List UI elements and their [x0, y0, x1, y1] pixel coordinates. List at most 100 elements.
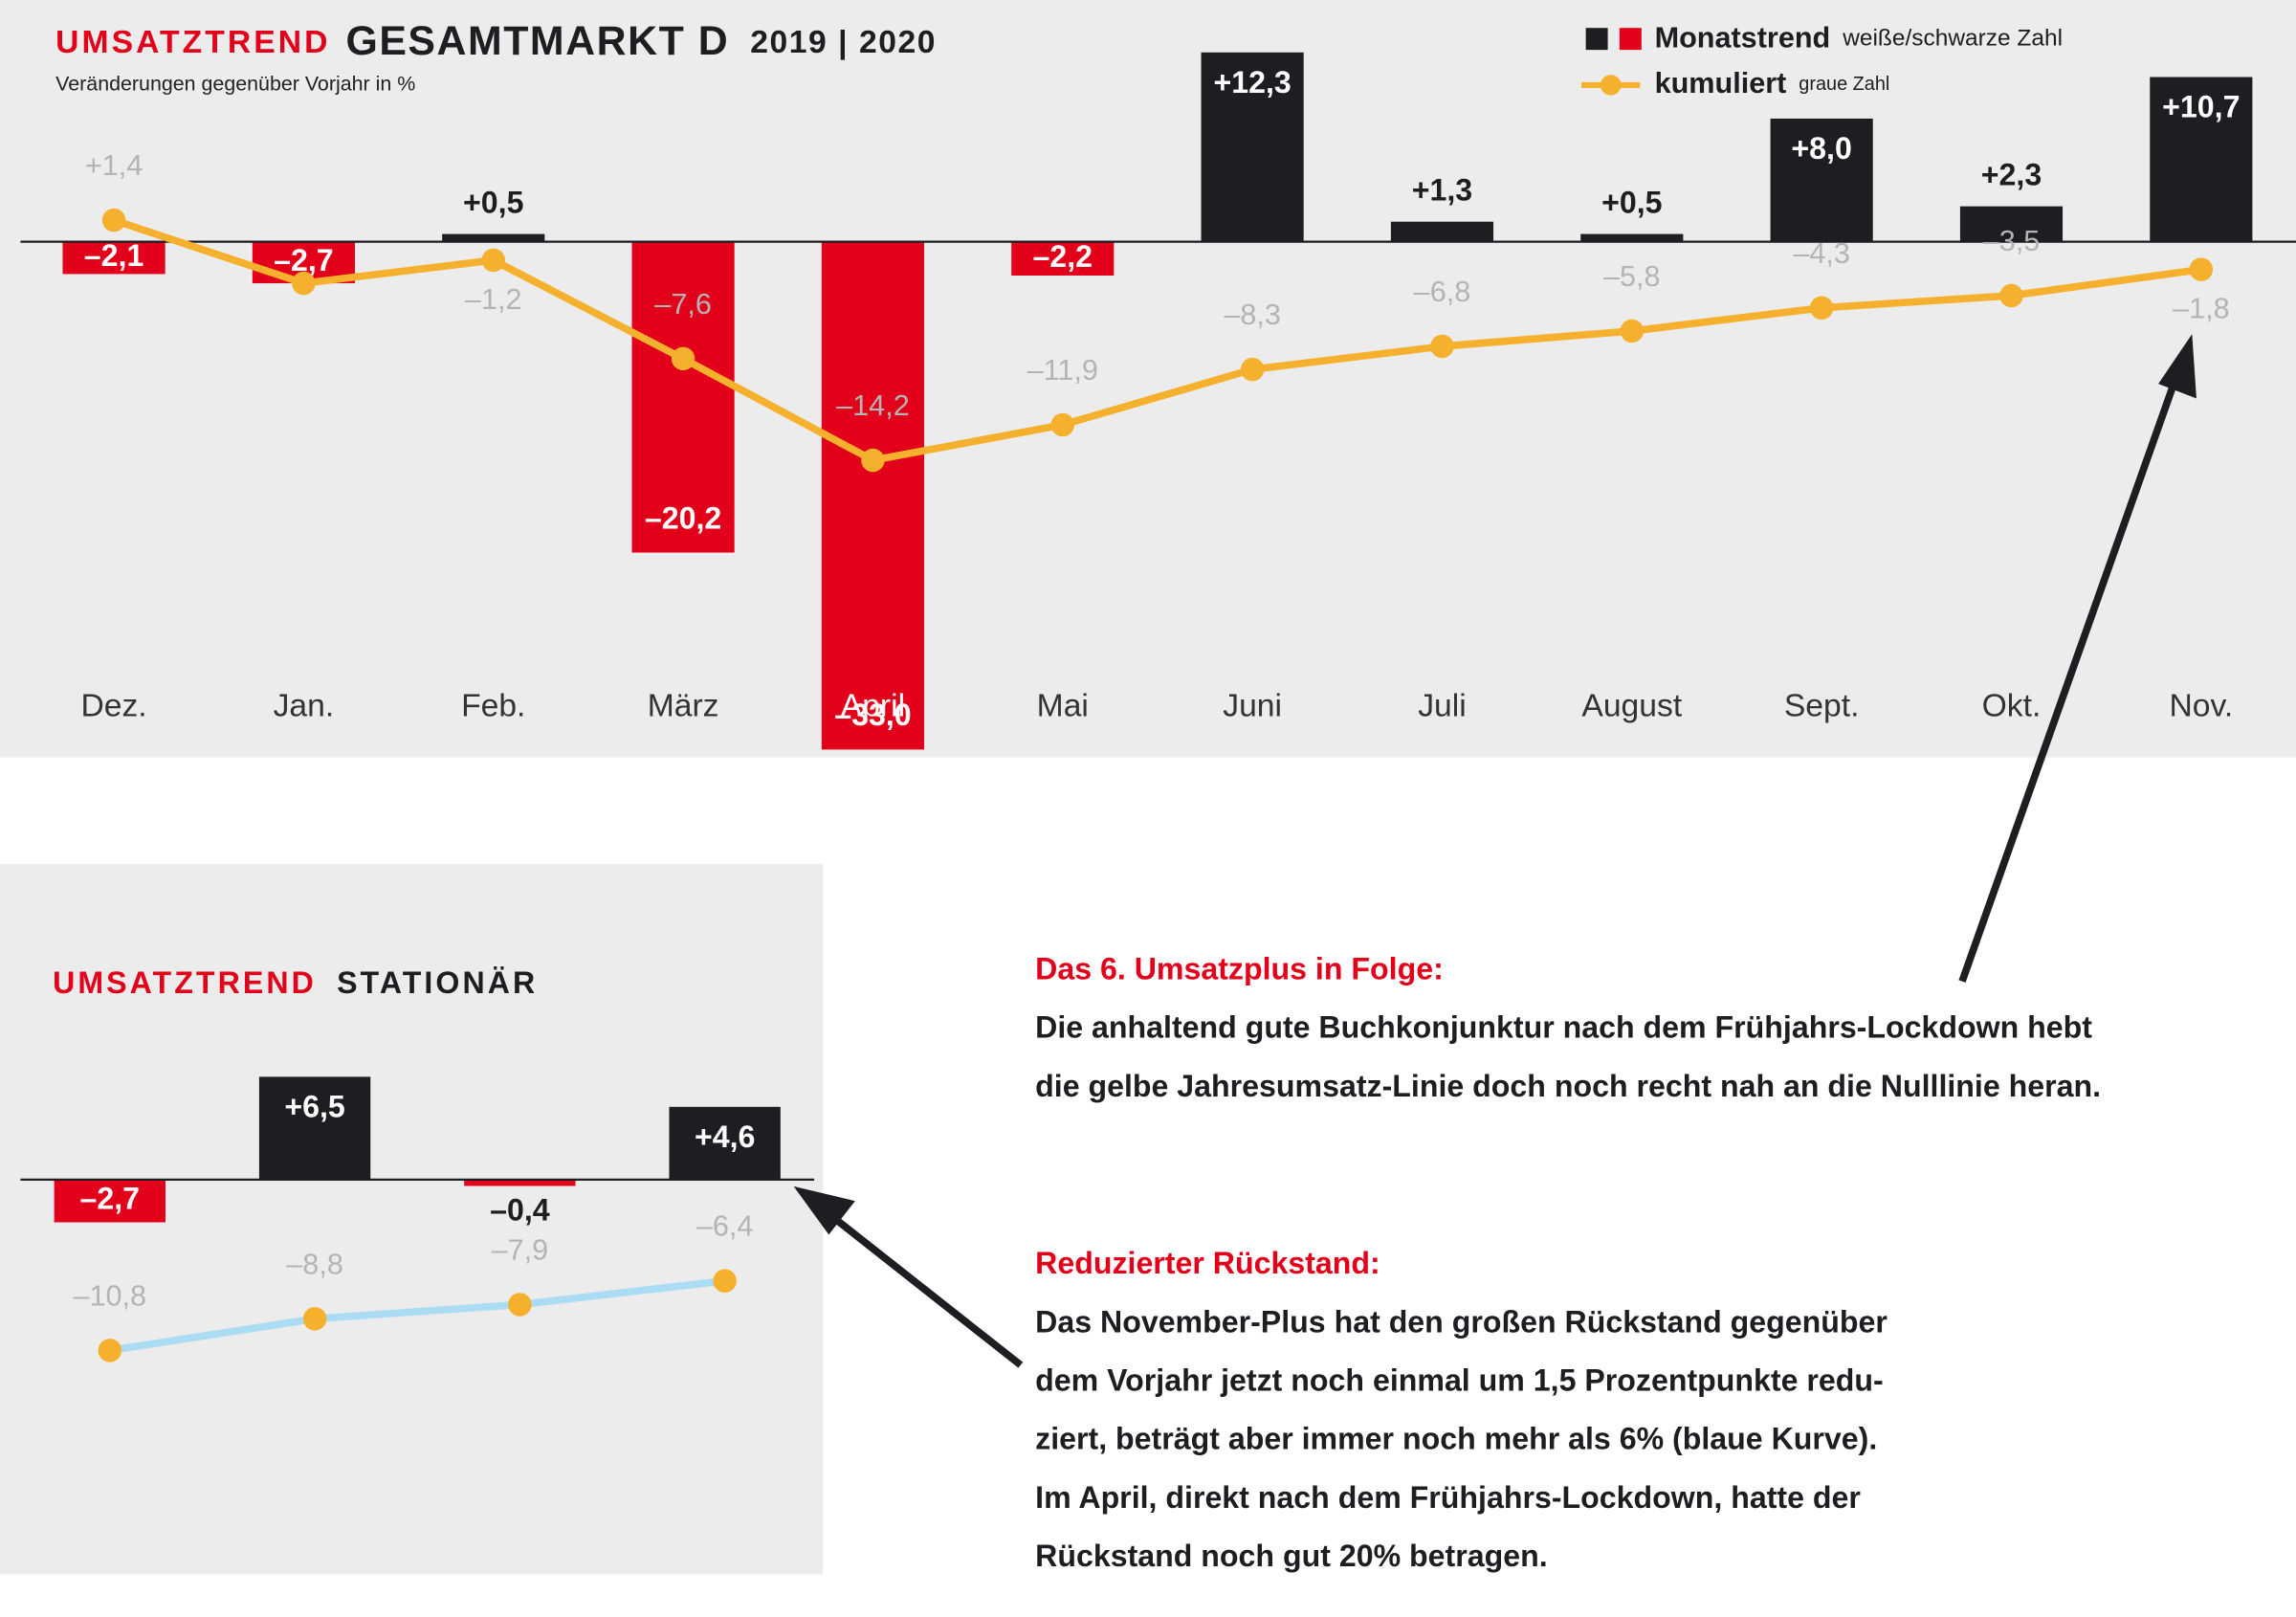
value-label: +10,7 [2162, 90, 2240, 124]
value-label: –14,2 [836, 389, 910, 422]
x-tick-label: Juni [1223, 688, 1282, 723]
x-tick-label: Juli [1418, 688, 1467, 723]
value-label: –7,6 [654, 288, 712, 321]
arrow-head [2158, 334, 2197, 399]
line-marker [1240, 357, 1265, 382]
value-label: –7,9 [492, 1233, 549, 1266]
value-label: –0,4 [490, 1193, 550, 1228]
value-label: +8,0 [1791, 131, 1851, 166]
legend-label: kumuliert [1655, 67, 1787, 100]
value-label: –4,3 [1793, 237, 1850, 270]
x-tick-label: März [648, 688, 719, 723]
bar [631, 241, 735, 553]
bar [1770, 118, 1873, 242]
x-tick-label: Feb. [461, 688, 525, 723]
x-tick-label: Mai [1037, 688, 1089, 723]
annotation-heading: Reduzierter Rückstand: [1035, 1246, 1380, 1280]
x-tick-label: Nov. [2169, 688, 2233, 723]
chart-title: UMSATZTREND GESAMTMARKT D 2019 | 2020 [55, 18, 937, 64]
annotation-text: Im April, direkt nach dem Frühjahrs-Lock… [1035, 1480, 1861, 1515]
legend-swatch [1619, 28, 1642, 51]
bar [464, 1179, 576, 1186]
line-marker [671, 346, 695, 371]
line-marker [508, 1293, 532, 1317]
value-label: +0,5 [1601, 185, 1662, 219]
line-marker [481, 248, 505, 273]
line-marker [1430, 334, 1454, 359]
line [112, 216, 2202, 464]
legend-note: weiße/schwarze Zahl [1842, 26, 2063, 52]
bar [54, 1179, 166, 1223]
arrow-head [793, 1185, 855, 1235]
bar [2150, 77, 2253, 242]
annotation-text: Das November-Plus hat den großen Rücksta… [1035, 1304, 1888, 1339]
x-tick-label: Dez. [80, 688, 146, 723]
legend-entry: Monatstrend weiße/schwarze Zahl [1655, 22, 2063, 55]
x-tick-label: Okt. [1982, 688, 2042, 723]
value-label: +2,3 [1981, 157, 2042, 191]
line-marker [1050, 412, 1075, 437]
bar [1580, 233, 1684, 242]
chart-background [0, 0, 2296, 758]
value-label: +1,4 [85, 149, 143, 182]
title-part: UMSATZTREND [55, 25, 330, 60]
value-label: –6,8 [1414, 276, 1471, 308]
annotation-text: dem Vorjahr jetzt noch einmal um 1,5 Pro… [1035, 1362, 1884, 1397]
value-label: +12,3 [1213, 65, 1291, 100]
value-label: –2,7 [80, 1182, 141, 1216]
line [109, 1276, 726, 1355]
annotation-text: Die anhaltend gute Buchkonjunktur nach d… [1035, 1010, 2092, 1045]
legend-note: graue Zahl [1799, 74, 1889, 95]
chart-subtitle: Veränderungen gegenüber Vorjahr in % [55, 73, 415, 96]
bar [442, 233, 545, 242]
bar [1959, 206, 2064, 242]
value-label: +0,5 [463, 185, 523, 219]
legend-entry: kumuliert graue Zahl [1655, 67, 1890, 100]
line-marker [98, 1339, 122, 1362]
line-marker [1809, 296, 1834, 321]
bar [1201, 52, 1304, 242]
bar [1390, 221, 1494, 242]
line-marker [2189, 257, 2214, 281]
arrow [1958, 372, 2181, 983]
annotation-heading: Das 6. Umsatzplus in Folge: [1035, 951, 1444, 986]
value-label: –6,4 [696, 1210, 754, 1243]
title-part: 2019 | 2020 [750, 25, 937, 60]
bar [821, 241, 925, 750]
title-part: UMSATZTREND [53, 966, 317, 1001]
value-label: –5,8 [1603, 260, 1661, 293]
bar [669, 1106, 781, 1180]
value-label: –3,5 [1983, 225, 2041, 257]
annotation-text: Rückstand noch gut 20% betragen. [1035, 1539, 1548, 1573]
arrow [825, 1209, 1024, 1368]
annotation-text: die gelbe Jahresumsatz-Linie doch noch r… [1035, 1069, 2101, 1103]
line-marker [861, 448, 885, 473]
bar [62, 241, 166, 275]
value-label: –1,8 [2173, 293, 2230, 325]
value-label: –2,2 [1033, 239, 1093, 274]
line-marker [1620, 319, 1645, 343]
x-tick-label: April [841, 688, 905, 723]
x-tick-label: Sept. [1784, 688, 1860, 723]
value-label: –1,2 [465, 283, 522, 316]
value-label: –20,2 [645, 500, 721, 535]
value-label: +6,5 [284, 1090, 344, 1124]
annotation-text: ziert, beträgt aber immer noch mehr als … [1035, 1422, 1877, 1456]
legend-swatch [1585, 28, 1608, 51]
chart-title: UMSATZTREND STATIONÄR [53, 966, 538, 1001]
legend-marker [1600, 75, 1622, 96]
x-tick-label: August [1581, 688, 1682, 723]
line-marker [292, 271, 316, 296]
bar [1011, 241, 1115, 277]
value-label: –2,1 [84, 238, 144, 273]
annotations: Das 6. Umsatzplus in Folge: Die anhaltend… [1035, 951, 2101, 1573]
line-marker [302, 1307, 327, 1331]
value-label: –33,0 [834, 698, 911, 732]
title-part: STATIONÄR [337, 966, 538, 1001]
value-label: –11,9 [1027, 354, 1098, 387]
line-marker [1999, 283, 2023, 308]
value-label: –10,8 [73, 1279, 146, 1312]
legend-label: Monatstrend [1655, 22, 1831, 55]
